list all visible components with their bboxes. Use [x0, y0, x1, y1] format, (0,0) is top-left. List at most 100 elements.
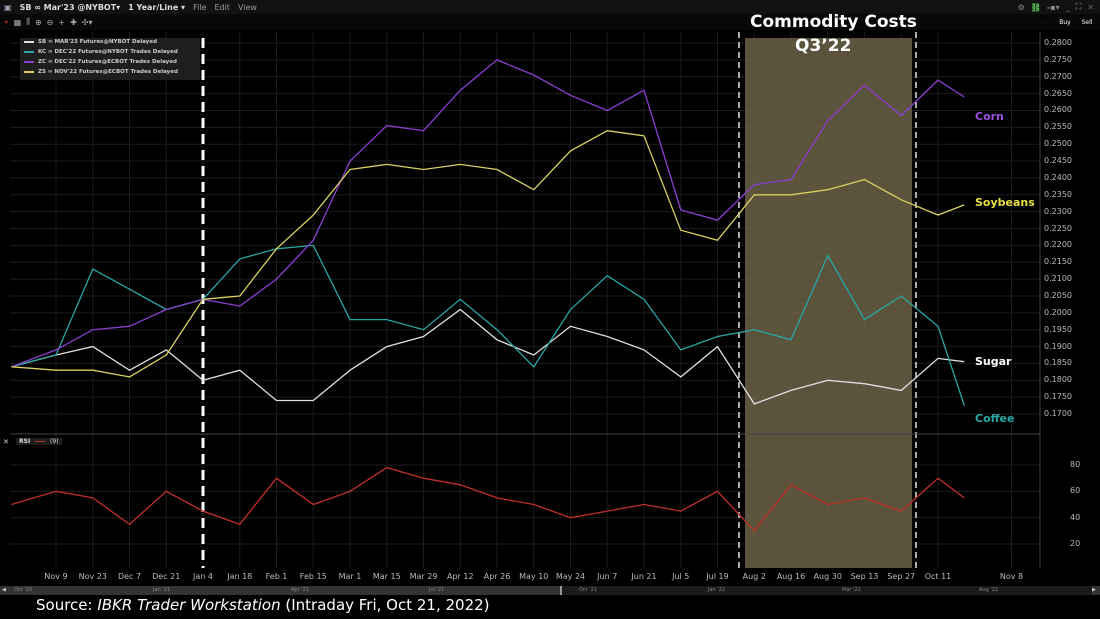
symbol-selector[interactable]: SB ∞ Mar'23 @NYBOT▾: [19, 2, 121, 12]
time-navigator-scrollbar[interactable]: ◀ ▶ Oct '20 Jan '21 Apr '21 Jul '21 Oct '21 J…: [0, 586, 1100, 595]
title-bar-left: ▣ SB ∞ Mar'23 @NYBOT▾ 1 Year/Line ▾ File…: [0, 3, 257, 12]
buy-button[interactable]: Buy: [1059, 19, 1071, 26]
x-tick-label: Jul 19: [706, 572, 729, 581]
rsi-name: RSI: [19, 438, 31, 445]
x-tick-label: Jun 7: [597, 572, 618, 581]
x-tick-label: Apr 26: [483, 572, 511, 581]
x-tick-label: Jan 18: [227, 572, 253, 581]
x-tick-label: Sep 27: [887, 572, 916, 581]
x-tick-label: Nov 23: [78, 572, 107, 581]
zoom-out-icon[interactable]: ⊖: [46, 17, 54, 27]
y-tick-label: 0.2350: [1044, 189, 1072, 199]
move-icon[interactable]: ✚: [70, 17, 77, 27]
legend-label: ZS ∞ NOV'22 Futures@ECBOT Trades Delayed: [38, 69, 178, 75]
gear-icon[interactable]: ⚙: [1017, 2, 1025, 12]
source-detail: (Intraday Fri, Oct 21, 2022): [280, 596, 490, 614]
rsi-legend[interactable]: RSI (9): [16, 438, 62, 445]
series-line-soybeans: [11, 130, 965, 378]
interval-selector[interactable]: 1 Year/Line ▾: [128, 2, 186, 12]
title-bar: ▣ SB ∞ Mar'23 @NYBOT▾ 1 Year/Line ▾ File…: [0, 0, 1100, 14]
menu-view[interactable]: View: [237, 2, 257, 12]
x-tick-label: May 24: [555, 572, 586, 581]
y-tick-label: 0.2700: [1044, 71, 1072, 81]
chart-type-icon[interactable]: ⫼: [26, 17, 30, 26]
close-icon[interactable]: ✕: [1087, 2, 1094, 12]
x-tick-label: Jun 21: [631, 572, 657, 581]
minimize-icon[interactable]: _: [1065, 2, 1070, 12]
window-controls: ⚙ ⛓ -▪▾ _ ⛶ ✕: [1018, 2, 1100, 12]
y-tick-label: 0.2500: [1044, 139, 1072, 149]
menu-edit[interactable]: Edit: [214, 2, 230, 12]
annotation-subtitle: Q3’22: [795, 36, 852, 56]
more-icon[interactable]: ✣▾: [81, 17, 93, 27]
y-tick-label: 0.1800: [1044, 375, 1072, 385]
rsi-line: [11, 466, 965, 532]
alert-button[interactable]: Alert: [1035, 19, 1051, 26]
navigator-label: Oct '21: [579, 587, 597, 593]
legend-item-corn[interactable]: ZC ∞ DEC'22 Futures@ECBOT Trades Delayed: [24, 58, 177, 67]
y-tick-label: 0.1750: [1044, 392, 1072, 402]
scroll-right-arrow[interactable]: ▶: [1092, 587, 1096, 593]
y-tick-label: 0.2100: [1044, 274, 1072, 284]
y-tick-label: 0.1900: [1044, 341, 1072, 351]
x-tick-label: Mar 1: [338, 572, 362, 581]
maximize-icon[interactable]: ⛶: [1075, 2, 1082, 11]
y-tick-label: 0.2650: [1044, 88, 1072, 98]
legend-item-soybeans[interactable]: ZS ∞ NOV'22 Futures@ECBOT Trades Delayed: [24, 68, 178, 77]
link-icon[interactable]: ⛓: [1030, 2, 1041, 12]
chart-toolbar: • ▦ ⫼ ⊕ ⊖ + ✚ ✣▾: [0, 14, 1100, 30]
rsi-y-tick-label: 40: [1070, 512, 1081, 522]
series-label-corn: Corn: [975, 110, 1004, 123]
sell-button[interactable]: Sell: [1081, 19, 1093, 26]
rsi-param: (9): [50, 438, 59, 445]
legend-item-sugar[interactable]: SB ∞ MAR'23 Futures@NYBOT Delayed: [24, 38, 157, 47]
record-icon[interactable]: •: [4, 17, 9, 27]
x-tick-label: Jan 4: [193, 572, 213, 581]
rsi-y-tick-label: 60: [1070, 486, 1081, 496]
table-icon[interactable]: ▦: [13, 17, 22, 27]
navigator-label: Jan '21: [153, 587, 171, 593]
x-tick-label: Mar 15: [372, 572, 401, 581]
source-name: IBKR Trader Workstation: [97, 596, 281, 614]
crosshair-icon[interactable]: +: [58, 17, 66, 27]
y-tick-label: 0.2050: [1044, 290, 1072, 300]
series-label-sugar: Sugar: [975, 355, 1012, 368]
close-panel-icon[interactable]: ✕: [3, 438, 9, 446]
y-tick-label: 0.1700: [1044, 409, 1072, 419]
y-tick-label: 0.2000: [1044, 307, 1072, 317]
series-label-coffee: Coffee: [975, 412, 1015, 425]
navigator-label: Jul '21: [429, 587, 445, 593]
app-icon: ▣: [4, 2, 12, 12]
y-tick-label: 0.2800: [1044, 38, 1072, 47]
legend-item-coffee[interactable]: KC ∞ DEC'22 Futures@NYBOT Trades Delayed: [24, 48, 178, 57]
x-tick-label: Sep 13: [850, 572, 879, 581]
legend-label: SB ∞ MAR'23 Futures@NYBOT Delayed: [38, 39, 158, 45]
x-tick-label: Jul 5: [672, 572, 690, 581]
series-lines: [11, 59, 965, 532]
navigator-selection[interactable]: [560, 586, 1092, 595]
layout-icon[interactable]: -▪▾: [1046, 2, 1060, 12]
y-tick-label: 0.1850: [1044, 358, 1072, 368]
x-tick-label: Nov 8: [999, 572, 1024, 581]
source-caption: Source: IBKR Trader Workstation (Intrada…: [36, 596, 490, 614]
series-line-corn: [11, 59, 965, 368]
x-tick-label: Aug 30: [813, 572, 842, 581]
zoom-in-icon[interactable]: ⊕: [34, 17, 42, 27]
y-tick-label: 0.2200: [1044, 240, 1072, 250]
x-tick-label: Mar 29: [409, 572, 438, 581]
y-tick-label: 0.2300: [1044, 206, 1072, 216]
scroll-left-arrow[interactable]: ◀: [2, 587, 6, 593]
x-tick-label: Dec 7: [117, 572, 142, 581]
y-tick-label: 0.2450: [1044, 156, 1072, 166]
legend: SB ∞ MAR'23 Futures@NYBOT Delayed KC ∞ D…: [20, 38, 200, 80]
x-tick-label: Oct 11: [924, 572, 952, 581]
x-tick-label: Nov 9: [44, 572, 68, 581]
legend-label: ZC ∞ DEC'22 Futures@ECBOT Trades Delayed: [38, 59, 177, 65]
menu-file[interactable]: File: [193, 2, 207, 12]
legend-label: KC ∞ DEC'22 Futures@NYBOT Trades Delayed: [38, 49, 178, 55]
x-tick-label: Feb 1: [265, 572, 288, 581]
x-tick-label: Aug 16: [776, 572, 806, 581]
rsi-y-tick-label: 20: [1070, 539, 1081, 548]
rsi-y-tick-label: 80: [1070, 460, 1081, 469]
